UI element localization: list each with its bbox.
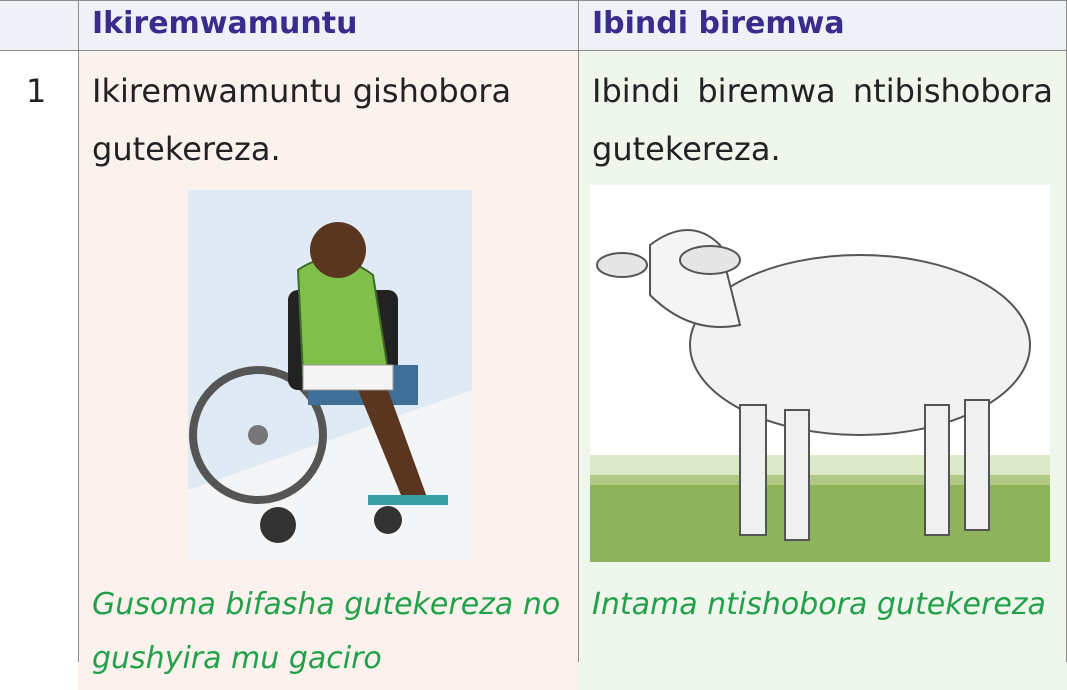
border: [0, 50, 1067, 51]
header-cell: Ibindi biremwa: [578, 0, 1067, 50]
human-caption: Gusoma bifasha gutekereza no gushyira mu…: [92, 587, 561, 676]
other-caption: Intama ntishobora gutekereza: [592, 587, 1046, 622]
sheep-illustration: [590, 185, 1050, 562]
border: [78, 0, 79, 662]
header-cell: Ikiremwamuntu: [78, 0, 578, 50]
other-text: Ibindi biremwa ntibishobora gutekereza.: [592, 72, 1053, 168]
row-number: 1: [26, 72, 47, 110]
wheelchair-illustration: [188, 190, 472, 560]
human-text: Ikiremwamuntu gishobora gutekereza.: [92, 72, 512, 168]
border: [578, 0, 579, 662]
header-number-cell: [0, 0, 78, 50]
border: [0, 0, 1067, 1]
